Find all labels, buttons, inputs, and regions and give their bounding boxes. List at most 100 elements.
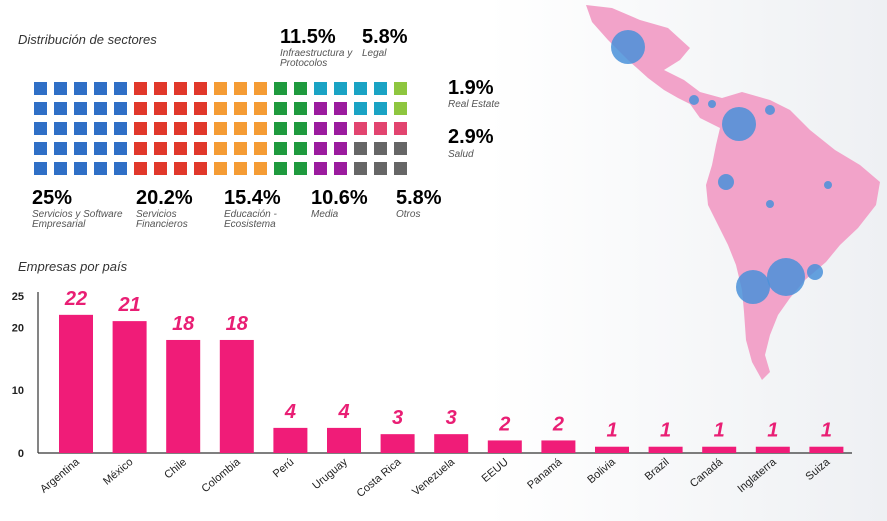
waffle-cell <box>254 162 267 175</box>
waffle-cell <box>74 162 87 175</box>
x-tick-label: Costa Rica <box>355 456 405 500</box>
waffle-cell <box>214 142 227 155</box>
bar <box>755 446 790 453</box>
bar-value-label: 2 <box>498 413 510 435</box>
waffle-cell <box>394 122 407 135</box>
waffle-cell <box>334 142 347 155</box>
bar-title: Empresas por país <box>18 259 128 274</box>
waffle-cell <box>54 162 67 175</box>
waffle-cell <box>294 162 307 175</box>
country-bubble <box>611 30 645 64</box>
sector-label-salud: Salud <box>448 149 474 160</box>
waffle-cell <box>94 82 107 95</box>
waffle-cell <box>94 102 107 115</box>
waffle-cell <box>334 102 347 115</box>
x-tick-label: Bolivia <box>585 456 618 487</box>
waffle-cell <box>274 122 287 135</box>
x-tick-label: Suiza <box>804 456 833 483</box>
waffle-cell <box>74 122 87 135</box>
waffle-cell <box>314 82 327 95</box>
bar-value-label: 1 <box>606 420 617 442</box>
bar-value-label: 1 <box>660 420 671 442</box>
bar-value-label: 3 <box>446 407 457 429</box>
waffle-cell <box>254 102 267 115</box>
bar-value-label: 1 <box>821 420 832 442</box>
sector-pct-salud: 2.9% <box>448 126 494 148</box>
waffle-cell <box>194 162 207 175</box>
sector-label-infra: Infraestructura y Protocolos <box>280 48 353 69</box>
bar <box>809 446 844 453</box>
waffle-cell <box>374 142 387 155</box>
waffle-cell <box>34 162 47 175</box>
x-tick-label: México <box>101 456 135 488</box>
waffle-cell <box>334 122 347 135</box>
waffle-cell <box>334 82 347 95</box>
bar <box>112 321 147 453</box>
bar <box>487 440 522 453</box>
waffle-cell <box>214 82 227 95</box>
waffle-cell <box>214 102 227 115</box>
country-bubble <box>807 264 823 280</box>
waffle-cell <box>34 82 47 95</box>
country-bubble <box>766 200 774 208</box>
sector-pct-otros: 5.8% <box>396 187 442 209</box>
bar-value-label: 1 <box>714 420 725 442</box>
waffle-cell <box>294 102 307 115</box>
bar-value-label: 18 <box>172 313 195 335</box>
sector-pct-legal: 5.8% <box>362 26 408 48</box>
waffle-cell <box>394 142 407 155</box>
y-tick-label: 0 <box>18 448 24 460</box>
country-bubble <box>718 174 734 190</box>
waffle-cell <box>234 102 247 115</box>
country-bubble <box>708 100 716 108</box>
country-bubble <box>767 258 805 296</box>
waffle-cell <box>134 102 147 115</box>
waffle-cell <box>234 82 247 95</box>
sector-label-educacion: Educación - Ecosistema <box>224 209 277 230</box>
sector-pct-educacion: 15.4% <box>224 187 281 209</box>
waffle-cell <box>374 122 387 135</box>
bar <box>273 427 308 453</box>
continent-shape <box>586 5 880 380</box>
waffle-cell <box>374 82 387 95</box>
waffle-cell <box>74 102 87 115</box>
waffle-cell <box>274 82 287 95</box>
x-tick-label: Panamá <box>525 456 565 492</box>
waffle-cell <box>194 82 207 95</box>
bar <box>219 339 254 453</box>
bar-value-label: 2 <box>552 413 564 435</box>
x-tick-label: Perú <box>271 456 297 480</box>
sector-pct-financieros: 20.2% <box>136 187 193 209</box>
waffle-cell <box>114 142 127 155</box>
sector-pct-media: 10.6% <box>311 187 368 209</box>
waffle-cell <box>374 102 387 115</box>
sector-label-otros: Otros <box>396 209 421 220</box>
waffle-cell <box>194 122 207 135</box>
bar <box>595 446 629 453</box>
waffle-cell <box>394 102 407 115</box>
y-tick-label: 25 <box>12 291 24 303</box>
bar-value-label: 3 <box>392 407 403 429</box>
country-bubble <box>736 270 770 304</box>
waffle-cell <box>174 162 187 175</box>
waffle-cell <box>134 122 147 135</box>
waffle-cell <box>134 142 147 155</box>
x-tick-label: Canadá <box>688 456 726 491</box>
waffle-cell <box>54 142 67 155</box>
sector-pct-infra: 11.5% <box>280 26 336 48</box>
waffle-cell <box>114 122 127 135</box>
waffle-cell <box>74 142 87 155</box>
sector-pct-real-estate: 1.9% <box>448 77 494 99</box>
bar-value-label: 4 <box>284 401 296 423</box>
waffle-cell <box>114 162 127 175</box>
bar-value-label: 1 <box>767 420 778 442</box>
waffle-cell <box>74 82 87 95</box>
bar-value-label: 18 <box>226 313 249 335</box>
waffle-cell <box>194 142 207 155</box>
waffle-cell <box>354 142 367 155</box>
country-bubble <box>765 105 775 115</box>
waffle-title: Distribución de sectores <box>18 32 157 47</box>
waffle-cell <box>214 162 227 175</box>
